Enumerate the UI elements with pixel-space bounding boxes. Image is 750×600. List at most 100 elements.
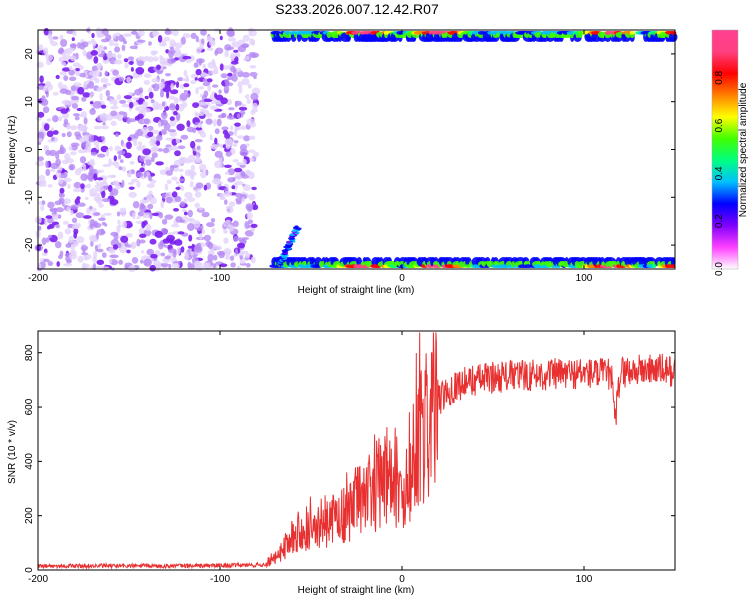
spectrogram-noise-blob — [58, 178, 64, 184]
spectrogram-noise-blob — [76, 196, 81, 200]
spectrogram-noise-blob — [93, 125, 102, 130]
spectrogram-noise-blob — [55, 224, 60, 229]
spectrogram-noise-blob — [184, 169, 191, 176]
spectrogram-noise-blob — [193, 62, 199, 68]
spectrogram-noise-blob — [43, 123, 50, 131]
spectrogram-noise-blob — [243, 135, 251, 142]
spectrogram-noise-blob — [180, 36, 186, 45]
spectrogram-noise-blob — [189, 217, 196, 223]
spectrogram-noise-blob — [200, 29, 207, 36]
spectrogram-noise-blob — [186, 120, 191, 128]
spectrogram-band-blob — [629, 31, 635, 35]
spectrogram-noise-blob — [90, 240, 94, 247]
spectrogram-noise-blob — [58, 115, 63, 122]
spectrogram-noise-blob — [178, 219, 186, 223]
spectrogram-noise-blob — [239, 144, 247, 152]
spectrogram-noise-blob — [239, 239, 247, 244]
spectrogram-noise-blob — [128, 191, 137, 198]
spectrogram-noise-blob — [179, 92, 188, 101]
spectrogram-noise-blob — [100, 228, 105, 235]
spectrogram-noise-blob — [35, 160, 45, 167]
spectrogram-noise-blob — [209, 39, 216, 47]
spectrogram-noise-blob — [75, 72, 81, 77]
figure-title: S233.2026.007.12.42.R07 — [275, 1, 439, 17]
spectrogram-noise-blob — [166, 179, 172, 184]
spectrogram-noise-blob — [233, 140, 239, 144]
spectrogram-noise-blob — [224, 50, 229, 58]
spectrogram-noise-blob — [245, 56, 250, 61]
spectrogram-noise-blob — [207, 84, 211, 92]
spectrogram-noise-blob — [231, 74, 238, 82]
spectrogram-noise-blob — [105, 89, 111, 97]
spectrogram-noise-blob — [247, 83, 252, 89]
spectrogram-noise-blob — [66, 259, 72, 264]
spectrogram-noise-blob — [50, 136, 55, 142]
spectrogram-noise-blob — [224, 171, 230, 175]
spectrogram-noise-blob — [235, 197, 243, 203]
colorbar-frame — [711, 29, 739, 270]
spectrogram-noise-blob — [173, 42, 183, 49]
spectrogram-noise-blob — [225, 219, 231, 223]
spectrogram-noise-blob — [184, 252, 189, 261]
spectrogram-noise-blob — [152, 31, 160, 36]
spectrogram-noise-blob — [195, 35, 199, 43]
spectrogram-noise-blob — [52, 115, 59, 123]
spectrogram-noise-blob — [70, 85, 77, 91]
spectrogram-noise-blob — [163, 244, 168, 248]
spectrogram-noise-blob — [60, 61, 66, 66]
spectrogram-noise-blob — [71, 217, 78, 223]
spectrogram-noise-blob — [83, 117, 88, 125]
spectrogram-noise-blob — [96, 177, 104, 181]
spectrogram-noise-blob — [113, 42, 119, 47]
spectrogram-noise-blob — [187, 223, 195, 231]
spectrogram-band-blob — [326, 31, 332, 38]
spectrogram-noise-blob — [89, 234, 97, 242]
spectrogram-noise-blob — [136, 238, 141, 247]
spectrogram-noise-blob — [130, 241, 137, 249]
spectrogram-noise-blob — [213, 254, 218, 261]
spectrogram-noise-blob — [143, 170, 147, 178]
spectrogram-noise-blob — [205, 240, 212, 247]
spectrogram-noise-blob — [206, 47, 214, 51]
spectrogram-noise-blob — [170, 89, 179, 95]
spectrogram-noise-blob — [167, 129, 177, 133]
spectrogram-noise-blob — [139, 167, 145, 173]
spectrogram-band-blob — [670, 257, 676, 267]
spectrogram-noise-blob — [96, 169, 105, 173]
spectrogram-noise-blob — [130, 67, 134, 72]
spectrogram-noise-blob — [109, 254, 119, 259]
spectrogram-noise-blob — [241, 174, 249, 179]
spectrogram-noise-blob — [169, 103, 175, 108]
spectrogram-noise-blob — [155, 161, 164, 166]
spectrogram-noise-blob — [89, 165, 94, 173]
spectrogram-noise-blob — [45, 54, 54, 62]
spectrogram-noise-blob — [214, 128, 220, 135]
spectrogram-noise-blob — [252, 204, 259, 211]
spectrogram-noise-blob — [143, 80, 151, 85]
spectrogram-noise-blob — [91, 107, 95, 111]
spectrogram-noise-blob — [223, 65, 229, 70]
spectrogram-noise-blob — [108, 158, 112, 166]
spectrogram-noise-blob — [105, 149, 110, 157]
spectrogram-noise-blob — [214, 92, 218, 99]
spectrogram-noise-blob — [177, 159, 184, 163]
spectrogram-noise-blob — [45, 160, 49, 169]
spectrogram-noise-blob — [121, 44, 126, 51]
spectrogram-noise-blob — [239, 255, 243, 260]
spectrogram-noise-blob — [118, 166, 123, 171]
spectrogram-noise-blob — [118, 224, 122, 228]
spectrogram-noise-blob — [63, 75, 69, 81]
spectrogram-noise-blob — [45, 215, 53, 219]
spectrogram-noise-blob — [73, 181, 82, 189]
spectrogram-noise-blob — [179, 178, 185, 182]
spectrogram-noise-blob — [246, 212, 253, 220]
spectrogram-noise-blob — [220, 195, 225, 201]
spectrogram-noise-blob — [128, 186, 135, 190]
spectrogram-noise-blob — [45, 90, 49, 98]
spectrogram-noise-blob — [96, 46, 104, 52]
spectrogram-noise-blob — [95, 144, 100, 150]
spectrogram-noise-blob — [101, 252, 107, 258]
spectrogram-noise-blob — [159, 55, 164, 60]
spectrogram-noise-blob — [187, 245, 192, 249]
spectrogram-noise-blob — [128, 101, 134, 109]
